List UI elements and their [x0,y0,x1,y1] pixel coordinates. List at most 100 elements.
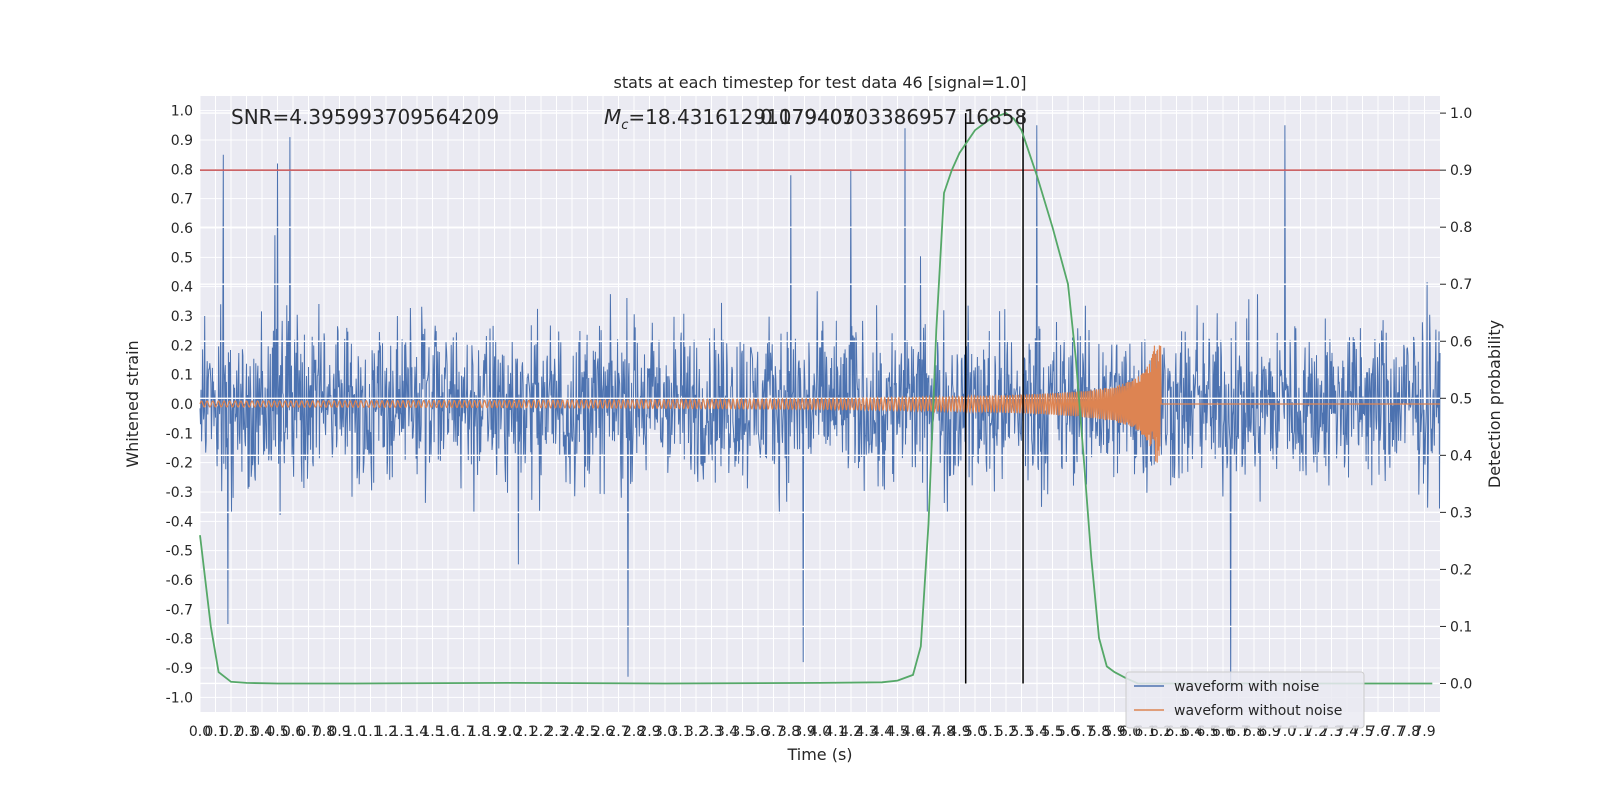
x-tick-label: 2.8 [623,724,645,740]
x-tick-label: 4.4 [871,724,893,740]
x-tick-label: 4.0 [809,724,831,740]
y-right-tick-label: 0.4 [1450,448,1472,464]
y-left-tick-label: 1.0 [171,104,193,120]
x-tick-label: 0.4 [251,724,273,740]
x-tick-label: 1.8 [468,724,490,740]
y-right-tick-label: 0.2 [1450,562,1472,578]
y-left-tick-label: 0.9 [171,133,193,149]
x-tick-label: 0.0 [189,724,211,740]
x-tick-label: 5.4 [1026,724,1048,740]
legend-label-clean: waveform without noise [1174,703,1342,719]
y-left-tick-label: -0.8 [166,632,193,648]
x-tick-label: 3.0 [654,724,676,740]
mc-symbol: M [604,105,621,129]
y-right-ticks: 1.0 0.9 0.8 0.7 0.6 0.5 0.4 0.3 0.2 0.1 0.0 [1440,106,1472,692]
x-tick-label: 1.5 [421,724,443,740]
waveform-with-noise-series [199,125,1441,692]
x-tick-label: 5.0 [964,724,986,740]
y-left-tick-label: -0.7 [166,602,193,618]
y-left-tick-label: 0.7 [171,192,193,208]
x-tick-label: 0.2 [220,724,242,740]
x-tick-label: 0.5 [266,724,288,740]
x-tick-label: 1.9 [483,724,505,740]
x-tick-label: 3.9 [793,724,815,740]
y-right-tick-label: 0.5 [1450,391,1472,407]
x-tick-label: 1.1 [359,724,381,740]
x-tick-label: 0.6 [282,724,304,740]
vertical-markers [964,113,1024,684]
legend-box [1125,671,1365,729]
x-tick-label: 3.7 [762,724,784,740]
x-tick-label: 5.7 [1072,724,1094,740]
x-tick-label: 7.9 [1413,724,1435,740]
x-tick-label: 5.6 [1057,724,1079,740]
x-tick-label: 7.6 [1367,724,1389,740]
x-tick-label: 1.7 [452,724,474,740]
snr-annotation: SNR=4.395993709564209 [231,105,499,129]
y-left-tick-label: 0.2 [171,338,193,354]
y-left-tick-label: -1.0 [166,690,193,706]
y-left-tick-label: -0.4 [166,514,193,530]
y-left-tick-label: 0.0 [171,397,193,413]
x-tick-label: 3.2 [685,724,707,740]
y-left-tick-label: -0.9 [166,661,193,677]
y-left-tick-label: -0.2 [166,456,193,472]
x-tick-label: 1.4 [406,724,428,740]
y-axis-left-label: Whitened strain [123,340,142,467]
x-tick-label: 2.7 [607,724,629,740]
legend: waveform with noise waveform without noi… [1125,671,1365,729]
x-tick-label: 4.8 [933,724,955,740]
y-left-tick-label: -0.5 [166,544,193,560]
x-tick-label: 2.0 [499,724,521,740]
overlap-annotation: 0.17940503386957 16858 [760,105,1027,129]
y-left-ticks: 1.0 0.9 0.8 0.7 0.6 0.5 0.4 0.3 0.2 0.1 0.0 -0.1 -0.… [166,104,193,707]
x-tick-label: 7.8 [1398,724,1420,740]
x-tick-label: 5.2 [995,724,1017,740]
noise-trace [199,125,1441,692]
x-tick-label: 4.5 [886,724,908,740]
x-tick-label: 7.7 [1382,724,1404,740]
x-tick-label: 2.9 [638,724,660,740]
x-tick-label: 3.3 [700,724,722,740]
mc-value: =18.43161291079407 [628,105,855,129]
x-tick-label: 0.9 [328,724,350,740]
y-axis-right-label: Detection probability [1485,320,1504,488]
x-tick-label: 5.5 [1041,724,1063,740]
y-right-tick-label: 0.8 [1450,220,1472,236]
waveform-without-noise-line [199,345,1440,463]
x-tick-label: 3.6 [747,724,769,740]
x-tick-label: 0.7 [297,724,319,740]
y-left-tick-label: -0.3 [166,485,193,501]
x-tick-label: 2.2 [530,724,552,740]
x-tick-label: 2.5 [576,724,598,740]
y-right-tick-label: 0.0 [1450,676,1472,692]
y-left-tick-label: 0.5 [171,250,193,266]
x-tick-label: 2.6 [592,724,614,740]
y-left-tick-label: 0.6 [171,221,193,237]
y-left-tick-label: 0.1 [171,368,193,384]
y-right-tick-label: 0.6 [1450,334,1472,350]
x-tick-label: 4.3 [855,724,877,740]
x-tick-label: 4.2 [840,724,862,740]
x-tick-label: 1.6 [437,724,459,740]
y-right-tick-label: 0.1 [1450,619,1472,635]
x-tick-label: 5.9 [1103,724,1125,740]
x-tick-label: 2.1 [514,724,536,740]
x-tick-label: 5.1 [979,724,1001,740]
legend-label-noise: waveform with noise [1174,679,1319,695]
x-tick-label: 0.1 [204,724,226,740]
y-right-tick-label: 0.9 [1450,163,1472,179]
x-tick-label: 2.3 [545,724,567,740]
chart-title: stats at each timestep for test data 46 … [614,73,1027,92]
x-tick-label: 3.8 [778,724,800,740]
y-right-tick-label: 0.7 [1450,277,1472,293]
x-tick-label: 1.2 [375,724,397,740]
y-right-tick-label: 1.0 [1450,106,1472,122]
x-tick-label: 2.4 [561,724,583,740]
x-tick-label: 3.1 [669,724,691,740]
x-tick-label: 4.1 [824,724,846,740]
mc-annotation: Mc=18.43161291079407 [604,105,855,133]
x-tick-label: 4.6 [902,724,924,740]
x-tick-label: 0.8 [313,724,335,740]
